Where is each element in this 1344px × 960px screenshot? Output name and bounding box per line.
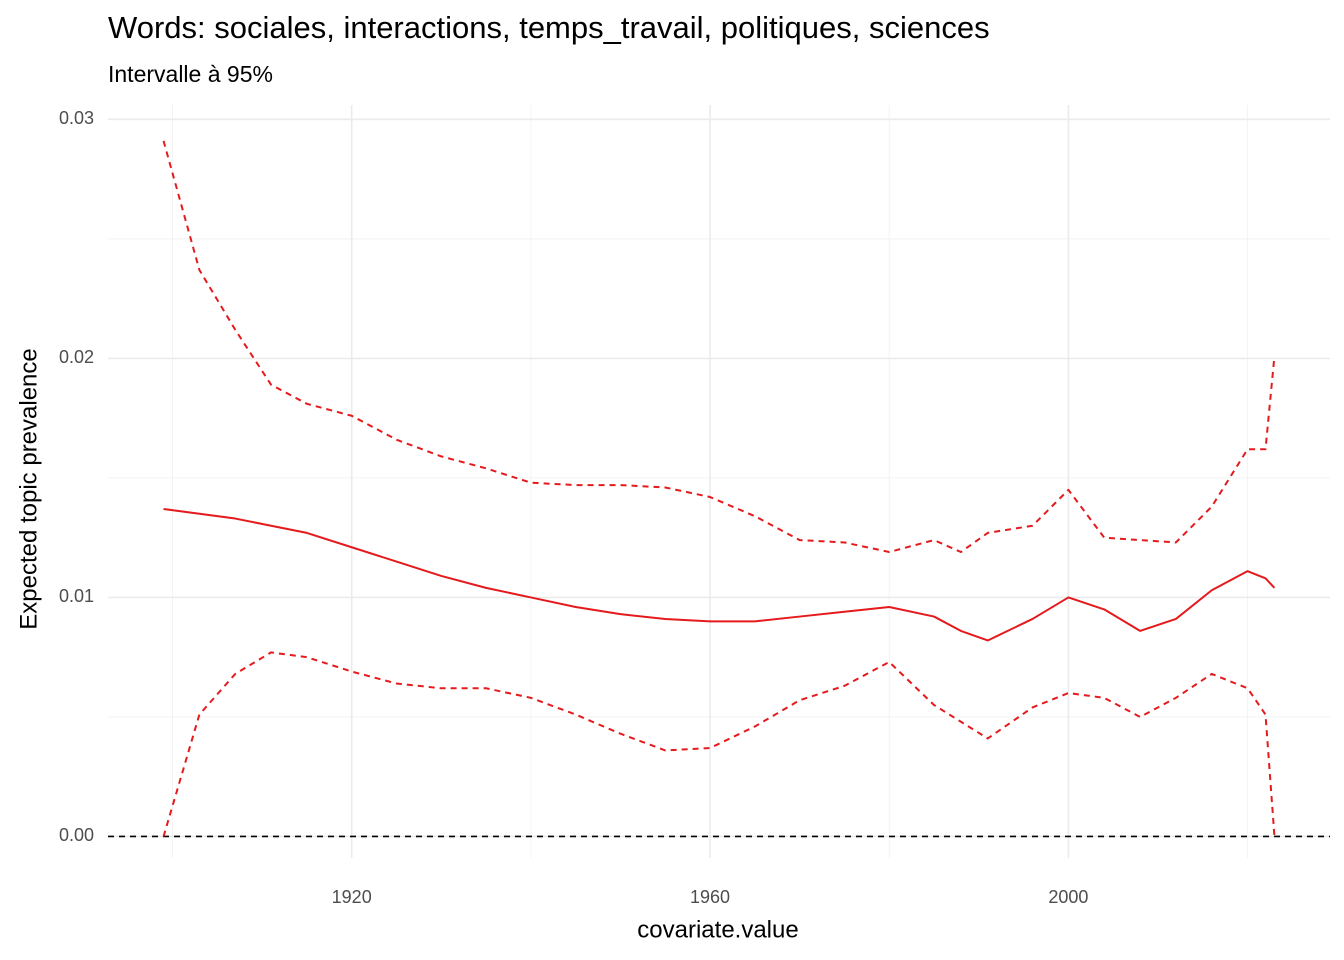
x-tick-label: 1920: [332, 887, 372, 907]
series-line: [162, 140, 1276, 554]
y-axis-title: Expected topic prevalence: [15, 348, 42, 630]
series-line: [162, 651, 1276, 837]
y-tick-label: 0.03: [59, 108, 94, 128]
x-axis-title: covariate.value: [637, 916, 798, 943]
chart-title: Words: sociales, interactions, temps_tra…: [108, 10, 990, 45]
series-line: [163, 507, 1276, 642]
x-tick-label: 1960: [690, 887, 730, 907]
chart-subtitle: Intervalle à 95%: [108, 61, 273, 87]
y-tick-label: 0.00: [59, 825, 94, 845]
y-tick-label: 0.01: [59, 586, 94, 606]
y-tick-label: 0.02: [59, 347, 94, 367]
x-tick-label: 2000: [1048, 887, 1088, 907]
